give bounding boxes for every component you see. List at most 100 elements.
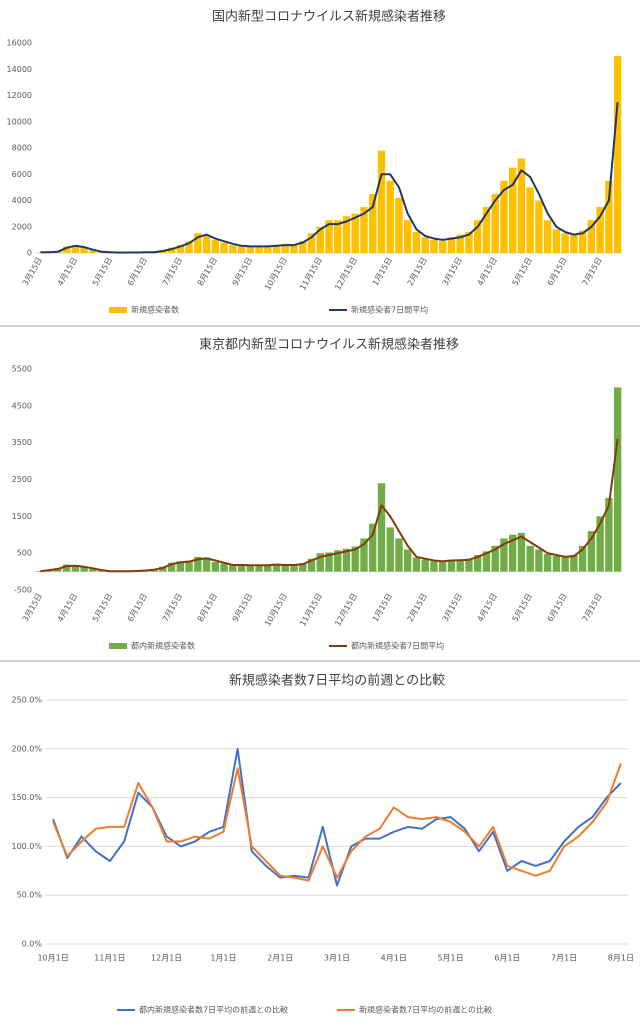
bar xyxy=(552,229,561,253)
line xyxy=(52,763,622,882)
y-tick-label: 200.0% xyxy=(11,744,42,753)
bar xyxy=(202,557,211,572)
bar xyxy=(307,558,316,572)
bar xyxy=(229,245,237,253)
y-tick-label: 8000 xyxy=(12,144,32,153)
x-tick-label: 7月15日 xyxy=(581,592,604,624)
bar xyxy=(290,564,298,572)
x-tick-label: 2月1日 xyxy=(267,954,293,963)
bar xyxy=(211,239,219,253)
bar xyxy=(360,207,368,253)
y-tick-label: 5500 xyxy=(12,365,32,374)
bar xyxy=(517,532,526,572)
bar xyxy=(80,247,88,253)
legend-label: 新規感染者数 xyxy=(131,305,179,315)
chart-title: 新規感染者数7日平均の前週との比較 xyxy=(229,673,445,689)
bar xyxy=(342,548,351,572)
bar xyxy=(421,237,429,253)
bar xyxy=(185,560,193,572)
bar xyxy=(220,242,228,253)
bar xyxy=(570,234,578,253)
x-tick-label: 1月1日 xyxy=(210,954,236,963)
bar xyxy=(404,549,412,572)
bar xyxy=(543,553,552,572)
bar xyxy=(237,246,246,253)
y-tick-label: 4000 xyxy=(12,196,32,205)
x-tick-label: 8月1日 xyxy=(608,954,634,963)
bar xyxy=(517,158,526,253)
bar xyxy=(334,550,342,572)
bar xyxy=(465,558,473,572)
bar xyxy=(246,245,254,253)
bar xyxy=(167,562,176,572)
bar xyxy=(587,531,596,572)
bar xyxy=(89,568,97,572)
chart-title: 国内新型コロナウイルス新規感染者推移 xyxy=(212,9,446,25)
x-tick-label: 11月15日 xyxy=(298,592,324,628)
x-tick-label: 3月15日 xyxy=(441,592,464,624)
bar xyxy=(535,200,543,253)
bar xyxy=(430,239,438,253)
bar xyxy=(543,220,552,253)
bar xyxy=(412,232,421,253)
bar xyxy=(194,233,202,253)
bar xyxy=(377,150,386,253)
bar xyxy=(587,220,596,253)
bar xyxy=(255,247,263,253)
x-tick-label: 6月1日 xyxy=(494,954,520,963)
bar xyxy=(447,237,456,253)
x-tick-label: 8月15日 xyxy=(196,592,219,624)
bar xyxy=(474,220,482,253)
bar xyxy=(246,565,254,572)
bar xyxy=(71,564,80,572)
x-tick-label: 10月15日 xyxy=(263,592,289,628)
bar xyxy=(299,563,307,572)
y-tick-label: 2000 xyxy=(12,222,32,231)
bar xyxy=(211,562,219,572)
bar xyxy=(194,556,202,572)
bar xyxy=(578,230,587,253)
bar xyxy=(412,557,421,572)
bar xyxy=(491,545,499,572)
bar xyxy=(220,563,228,572)
legend-label: 都内新規感染者数 xyxy=(131,641,195,651)
bar xyxy=(605,497,613,572)
x-tick-label: 1月15日 xyxy=(371,592,394,624)
bar xyxy=(272,245,281,253)
bar xyxy=(561,557,569,572)
x-tick-label: 3月15日 xyxy=(441,256,464,288)
legend-label: 新規感染者7日間平均 xyxy=(351,305,428,315)
x-tick-label: 4月15日 xyxy=(56,256,79,288)
x-tick-label: 4月15日 xyxy=(476,256,499,288)
bar xyxy=(439,562,447,572)
x-tick-label: 6月15日 xyxy=(546,256,569,288)
y-tick-label: 10000 xyxy=(7,117,32,126)
bar xyxy=(369,193,377,253)
bar xyxy=(526,187,534,253)
x-tick-label: 3月1日 xyxy=(324,954,350,963)
x-tick-label: 12月15日 xyxy=(333,256,359,292)
bar xyxy=(80,567,88,572)
bar xyxy=(176,561,184,572)
y-tick-label: 16000 xyxy=(7,39,32,48)
bar xyxy=(421,559,429,572)
bar xyxy=(430,561,438,572)
bar xyxy=(62,246,71,253)
bar xyxy=(237,564,246,572)
y-tick-label: 150.0% xyxy=(11,793,42,802)
x-tick-label: 5月15日 xyxy=(91,592,114,624)
bar xyxy=(395,197,403,253)
bar xyxy=(482,551,491,572)
bar xyxy=(456,559,464,572)
line xyxy=(40,438,619,573)
x-tick-label: 4月15日 xyxy=(56,592,79,624)
x-tick-label: 9月15日 xyxy=(231,256,254,288)
bar xyxy=(386,180,394,253)
bar xyxy=(552,555,561,572)
bar xyxy=(255,564,263,572)
bar xyxy=(596,207,604,253)
bar xyxy=(281,243,289,253)
legend-label: 都内新規感染者7日間平均 xyxy=(351,641,444,651)
x-tick-label: 5月15日 xyxy=(511,592,534,624)
bar xyxy=(386,527,394,572)
